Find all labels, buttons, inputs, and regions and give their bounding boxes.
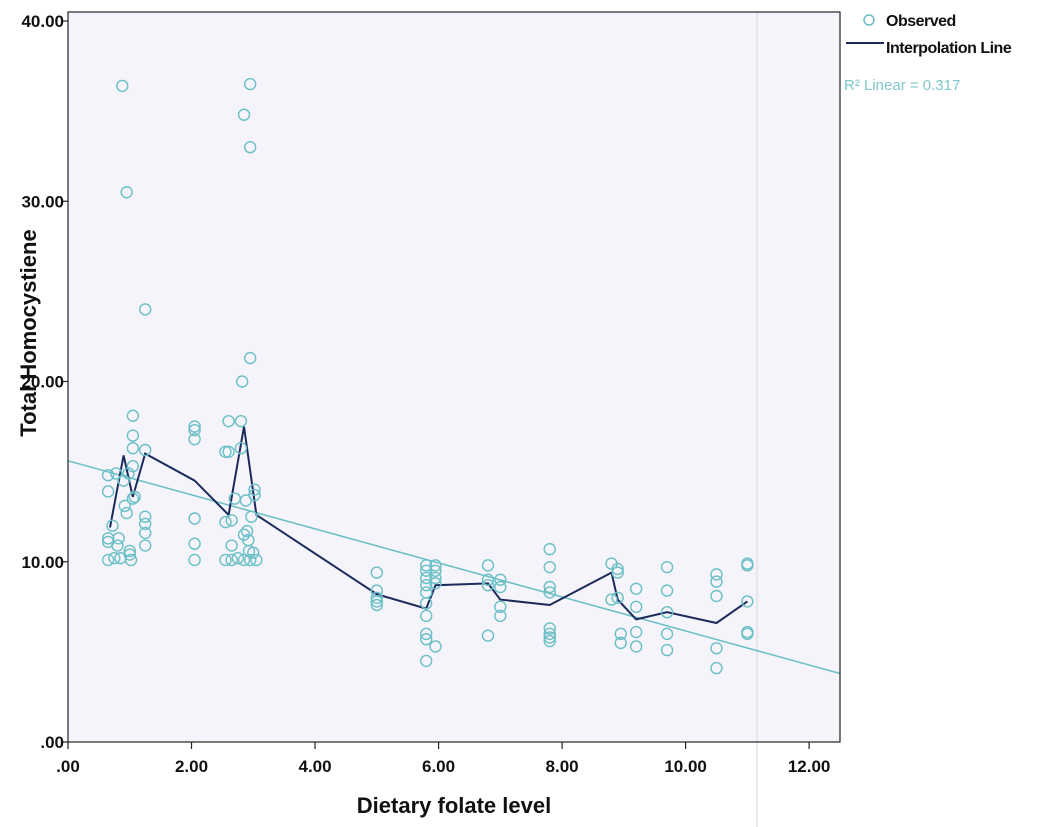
x-tick-label: 6.00 — [422, 757, 455, 776]
legend-observed-label: Observed — [886, 13, 956, 30]
legend-interpolation-label: Interpolation Line — [886, 40, 1012, 57]
legend-observed-marker — [864, 15, 874, 25]
y-axis-title: Total Homocystiene — [16, 229, 41, 436]
x-tick-label: .00 — [56, 757, 80, 776]
x-tick-label: 4.00 — [298, 757, 331, 776]
y-tick-label: 30.00 — [21, 192, 64, 211]
x-tick-label: 8.00 — [546, 757, 579, 776]
y-tick-label: 40.00 — [21, 12, 64, 31]
x-tick-label: 12.00 — [788, 757, 831, 776]
x-axis: .00 2.00 4.00 6.00 8.00 10.00 12.00 — [56, 742, 830, 776]
y-tick-label: 10.00 — [21, 553, 64, 572]
legend: Observed Interpolation Line R² Linear = … — [844, 13, 1012, 94]
r2-linear-label: R² Linear = 0.317 — [844, 77, 960, 94]
x-tick-label: 10.00 — [664, 757, 707, 776]
plot-background — [68, 12, 840, 742]
y-tick-label: .00 — [40, 733, 64, 752]
x-tick-label: 2.00 — [175, 757, 208, 776]
x-axis-title: Dietary folate level — [357, 793, 551, 818]
